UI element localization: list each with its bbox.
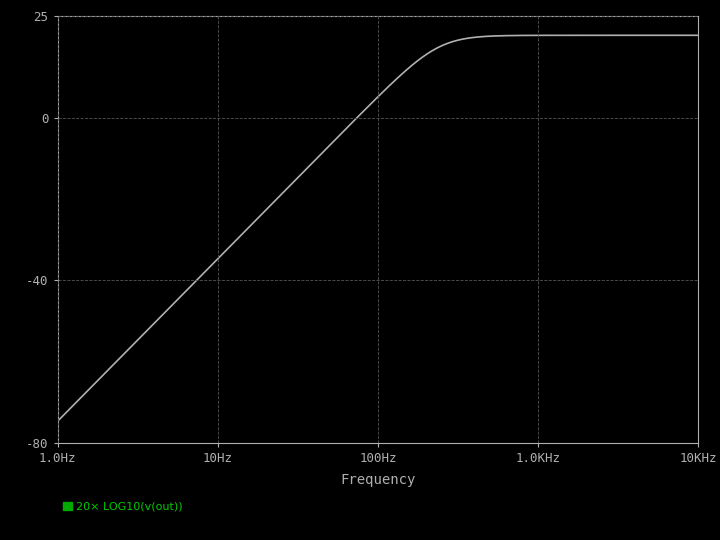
Legend: 20× LOG10(v(out)): 20× LOG10(v(out)) bbox=[63, 502, 183, 512]
X-axis label: Frequency: Frequency bbox=[341, 473, 415, 487]
